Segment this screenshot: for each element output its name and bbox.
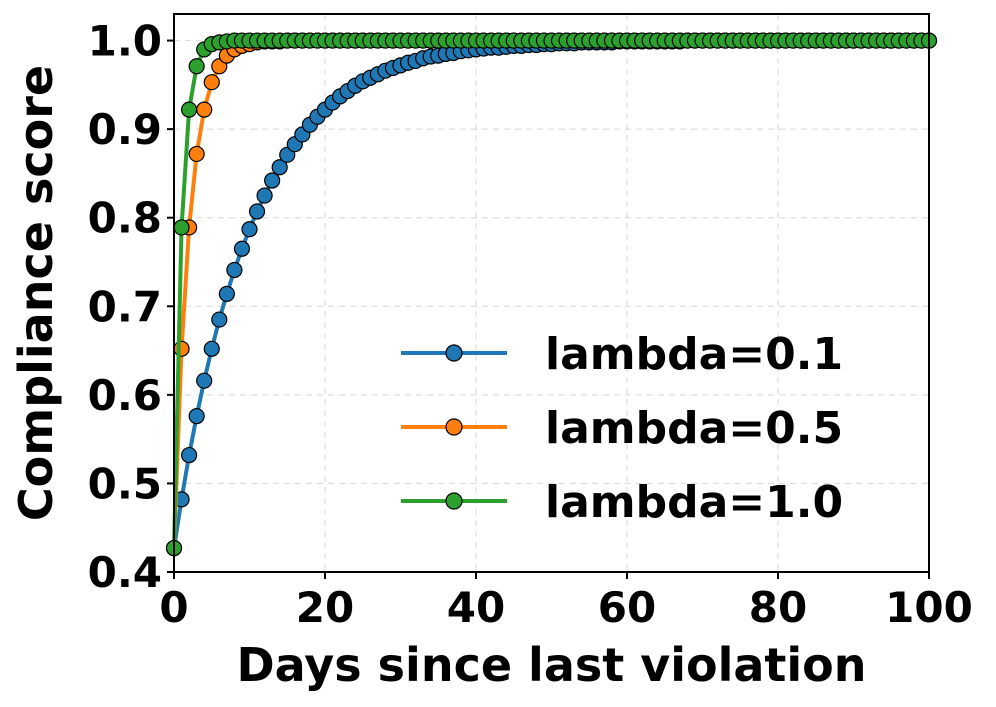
x-tick-label: 0 xyxy=(159,583,188,632)
y-axis-label: Compliance score xyxy=(9,65,63,521)
y-tick-label: 0.6 xyxy=(88,371,162,420)
data-point xyxy=(233,240,251,257)
legend-label: lambda=0.5 xyxy=(545,403,843,454)
legend-swatch-marker xyxy=(445,492,463,510)
data-point xyxy=(188,58,205,75)
y-tick-label: 0.4 xyxy=(88,548,162,597)
y-tick-label: 1.0 xyxy=(88,17,162,66)
data-point xyxy=(196,372,213,389)
series-layer xyxy=(165,32,938,557)
data-point xyxy=(203,340,220,357)
data-point xyxy=(181,446,198,464)
legend-item: lambda=1.0 xyxy=(401,477,843,528)
legend: lambda=0.1 lambda=0.5 lambda=1.0 xyxy=(401,329,843,528)
series-line xyxy=(172,38,929,549)
data-point xyxy=(188,408,205,425)
data-point xyxy=(173,340,190,357)
plot-frame xyxy=(173,13,930,573)
x-axis-ticks: 0 20 40 60 80 100 xyxy=(159,572,973,632)
data-point xyxy=(256,187,273,204)
data-point xyxy=(211,311,228,328)
y-tick-label: 0.7 xyxy=(88,282,162,331)
x-tick-label: 60 xyxy=(598,583,656,632)
x-tick-label: 100 xyxy=(885,583,973,632)
legend-item: lambda=0.5 xyxy=(401,403,843,454)
series-line xyxy=(172,38,929,549)
legend-swatch-marker xyxy=(445,344,463,362)
y-tick-label: 0.9 xyxy=(88,105,162,154)
series-line xyxy=(172,38,929,549)
y-tick-label: 0.5 xyxy=(88,459,162,508)
data-point xyxy=(226,261,243,279)
data-point xyxy=(264,172,281,189)
series-lambda=1.0 xyxy=(165,32,938,557)
data-point xyxy=(218,285,235,302)
data-point xyxy=(241,221,258,238)
legend-item: lambda=0.1 xyxy=(401,329,843,380)
legend-swatch-marker xyxy=(445,418,463,436)
x-tick-label: 80 xyxy=(749,583,807,632)
legend-label: lambda=1.0 xyxy=(545,477,843,528)
data-point xyxy=(196,101,213,118)
data-point xyxy=(271,159,288,176)
legend-label: lambda=0.1 xyxy=(545,329,843,380)
y-axis-ticks: 0.4 0.5 0.6 0.7 0.8 0.9 1.0 xyxy=(88,17,174,597)
data-point xyxy=(203,74,220,91)
data-point xyxy=(181,101,198,118)
data-point xyxy=(248,203,266,220)
y-tick-label: 0.8 xyxy=(88,194,162,243)
x-tick-label: 20 xyxy=(296,583,354,632)
x-axis-label: Days since last violation xyxy=(236,638,866,692)
data-point xyxy=(173,219,190,236)
x-tick-label: 40 xyxy=(447,583,505,632)
data-point xyxy=(188,145,205,163)
